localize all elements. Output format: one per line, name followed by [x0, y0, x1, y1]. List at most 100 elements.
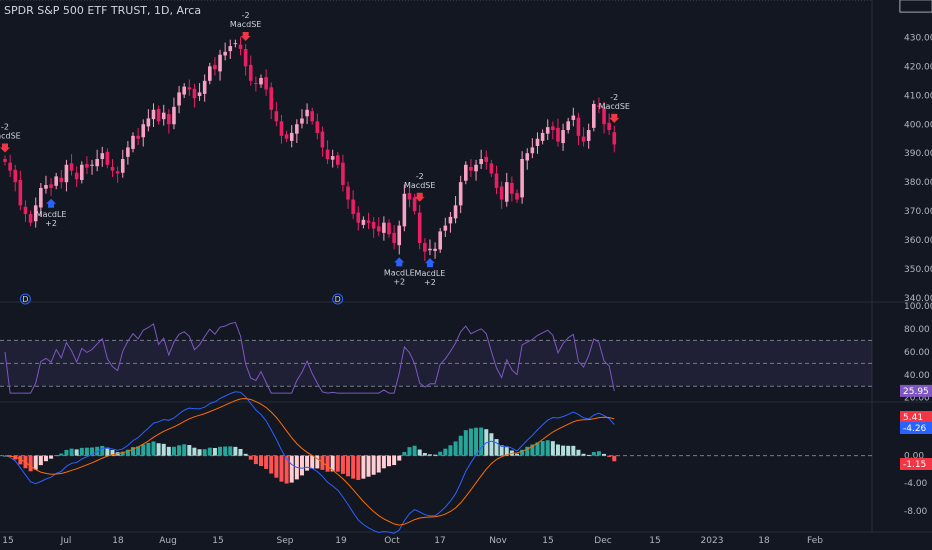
candle-body [80, 164, 84, 180]
candle-body [167, 114, 171, 125]
macd-histogram-bar [233, 446, 238, 456]
macd-histogram-bar [535, 442, 540, 456]
candle-body [95, 159, 99, 167]
long-arrow-icon [394, 257, 405, 267]
time-tick-label: 15 [2, 536, 13, 546]
macd-histogram-bar [28, 455, 33, 472]
candle-body [248, 64, 253, 81]
macd-last-tag [900, 411, 932, 423]
candle-body [443, 225, 448, 231]
candle-body [146, 118, 151, 127]
candle-body [213, 64, 217, 70]
macd-histogram-bar [499, 445, 504, 456]
macd-histogram-bar [202, 449, 207, 456]
candle-body [279, 121, 284, 136]
rsi-line [4, 321, 615, 394]
rsi-tick-label: 80.00 [904, 325, 930, 335]
time-tick-label: 19 [335, 536, 347, 546]
macd-histogram-bar [366, 455, 371, 477]
macd-histogram-bar [13, 455, 18, 460]
macd-tick-label: -4.00 [904, 479, 928, 489]
macd-histogram-bar [330, 455, 335, 472]
candle-body [182, 86, 186, 95]
candle-body [100, 153, 105, 159]
short-arrow-icon [609, 113, 620, 123]
macd-last-tag [900, 422, 932, 434]
macd-histogram-bar [197, 449, 202, 456]
time-tick-label: 15 [542, 536, 553, 546]
candle-body [556, 127, 560, 142]
macd-histogram-bar [525, 446, 530, 456]
signal-qty: -2 [242, 11, 250, 20]
macd-histogram-bar [166, 446, 171, 456]
candle-body [438, 231, 442, 250]
candle-body [566, 121, 570, 131]
macd-histogram-bar [90, 447, 95, 456]
macd-histogram-bar [550, 441, 555, 456]
rsi-last-tag [900, 384, 932, 397]
candle-body [320, 131, 325, 148]
candle-body [202, 80, 207, 94]
candle-body [33, 205, 38, 222]
macd-histogram-bar [448, 445, 453, 456]
signal-qty: -2 [610, 93, 618, 102]
signal-line [4, 397, 615, 526]
macd-tick-label: -8.00 [904, 507, 928, 517]
macd-histogram-bar [207, 447, 212, 456]
candle-body [376, 226, 381, 232]
macd-histogram-bar [443, 448, 448, 456]
candle-body [479, 159, 483, 165]
macd-histogram-bar [43, 455, 48, 462]
candle-body [13, 169, 18, 183]
candle-body [305, 109, 309, 117]
candle-body [489, 163, 494, 174]
price-tick-label: 430.00 [904, 33, 932, 43]
candle-body [105, 151, 110, 165]
macd-histogram-bar [566, 445, 571, 456]
candle-body [545, 127, 550, 134]
macd-histogram-bar [100, 445, 105, 456]
candle-body [172, 106, 176, 125]
candle-body [295, 124, 299, 134]
price-tick-label: 390.00 [904, 149, 932, 159]
candle-body [458, 182, 463, 206]
candle-body [581, 136, 586, 142]
macd-histogram-bar [299, 455, 304, 476]
candle-body [177, 92, 181, 106]
candle-body [392, 232, 396, 243]
candle-body [612, 132, 617, 145]
candle-body [238, 44, 243, 49]
time-tick-label: Nov [489, 536, 507, 546]
price-tick-label: 400.00 [904, 120, 932, 130]
macd-last-value: -4.26 [903, 424, 927, 434]
candle-body [540, 132, 545, 141]
price-tick-label: 350.00 [904, 265, 932, 275]
macd-histogram-bar [105, 447, 110, 456]
macd-histogram-bar [433, 454, 438, 456]
candle-body [218, 54, 222, 72]
candle-body [361, 219, 366, 225]
time-tick-label: Dec [594, 536, 611, 546]
rsi-last-value: 25.95 [903, 387, 929, 397]
candle-body [85, 164, 89, 168]
candle-body [387, 222, 391, 235]
macd-histogram-bar [212, 447, 217, 456]
candle-body [423, 242, 427, 252]
signal-qty: +2 [393, 277, 405, 286]
macd-histogram-bar [361, 455, 366, 479]
candle-body [269, 87, 274, 110]
macd-histogram-bar [223, 446, 228, 456]
candle-body [197, 92, 202, 97]
candle-body [561, 130, 565, 144]
time-tick-label: Oct [384, 536, 400, 546]
macd-histogram-bar [494, 439, 499, 456]
long-arrow-icon [46, 198, 57, 208]
time-tick-label: Aug [159, 536, 177, 546]
candle-body [28, 214, 33, 223]
macd-histogram-bar [612, 455, 617, 462]
macd-histogram-bar [325, 455, 330, 472]
macd-histogram-bar [596, 451, 601, 456]
macd-histogram-bar [607, 455, 612, 457]
candle-body [264, 77, 268, 90]
